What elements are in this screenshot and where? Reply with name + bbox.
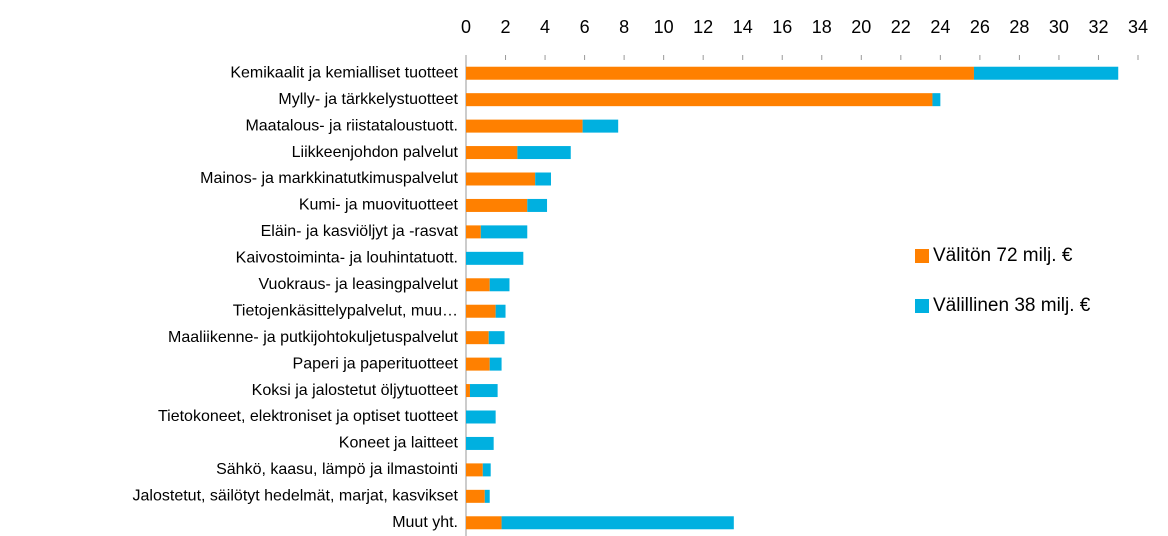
bar <box>488 331 505 345</box>
bar <box>466 251 524 265</box>
y-tick-label: Tietojenkäsittelypalvelut, muu… <box>233 302 458 319</box>
bar <box>466 331 489 345</box>
x-tick-label: 34 <box>1128 17 1148 37</box>
bar <box>466 198 528 212</box>
y-tick-label: Kemikaalit ja kemialliset tuotteet <box>230 64 458 81</box>
x-tick-label: 4 <box>540 17 550 37</box>
bar <box>466 172 536 186</box>
bar <box>973 66 1119 80</box>
bar <box>535 172 551 186</box>
x-tick-label: 0 <box>461 17 471 37</box>
bar <box>932 93 941 107</box>
bar <box>466 489 485 503</box>
y-tick-label: Mylly- ja tärkkelystuotteet <box>278 91 458 108</box>
y-tick-label: Kaivostoiminta- ja louhintatuott. <box>236 250 458 267</box>
legend-label: Välitön 72 milj. € <box>933 245 1073 266</box>
y-tick-label: Kumi- ja muovituotteet <box>299 197 459 214</box>
x-tick-label: 8 <box>619 17 629 37</box>
y-tick-label: Vuokraus- ja leasingpalvelut <box>258 276 458 293</box>
bar <box>466 119 583 133</box>
y-tick-label: Sähkö, kaasu, lämpö ja ilmastointi <box>216 461 458 478</box>
bar <box>489 357 502 371</box>
bar <box>489 278 510 292</box>
x-tick-label: 14 <box>733 17 753 37</box>
bar <box>466 516 502 530</box>
bar <box>466 463 483 477</box>
x-tick-label: 24 <box>930 17 950 37</box>
bar <box>466 93 933 107</box>
bar <box>482 463 491 477</box>
bar <box>466 225 481 239</box>
bar <box>466 384 470 398</box>
y-tick-label: Maaliikenne- ja putkijohtokuljetuspalvel… <box>168 329 459 346</box>
x-tick-label: 6 <box>580 17 590 37</box>
x-tick-label: 12 <box>693 17 713 37</box>
legend-label: Välillinen 38 milj. € <box>933 295 1091 316</box>
x-tick-label: 22 <box>891 17 911 37</box>
bar <box>582 119 619 133</box>
y-tick-label: Eläin- ja kasviöljyt ja -rasvat <box>261 223 459 240</box>
x-tick-label: 26 <box>970 17 990 37</box>
y-tick-label: Maatalous- ja riistataloustuott. <box>245 117 458 134</box>
bar <box>466 66 974 80</box>
x-tick-label: 16 <box>772 17 792 37</box>
y-tick-label: Tietokoneet, elektroniset ja optiset tuo… <box>158 408 459 425</box>
y-tick-label: Koneet ja laitteet <box>339 435 459 452</box>
bar <box>484 489 490 503</box>
x-tick-label: 10 <box>654 17 674 37</box>
y-tick-label: Muut yht. <box>392 514 458 531</box>
bar <box>501 516 734 530</box>
bar <box>466 410 496 424</box>
y-tick-label: Liikkeenjohdon palvelut <box>292 144 459 161</box>
y-tick-label: Paperi ja paperituotteet <box>293 355 459 372</box>
bar <box>469 384 498 398</box>
bar <box>466 357 490 371</box>
x-tick-label: 20 <box>851 17 871 37</box>
y-tick-label: Mainos- ja markkinatutkimuspalvelut <box>200 170 458 187</box>
legend-swatch <box>915 299 929 313</box>
x-tick-label: 28 <box>1009 17 1029 37</box>
bar <box>466 436 494 450</box>
bar <box>466 278 490 292</box>
bar <box>517 146 571 160</box>
bar <box>466 146 518 160</box>
x-tick-label: 32 <box>1088 17 1108 37</box>
bar <box>466 304 496 318</box>
y-tick-label: Jalostetut, säilötyt hedelmät, marjat, k… <box>133 488 459 505</box>
bar <box>495 304 506 318</box>
bar <box>527 198 548 212</box>
x-tick-label: 30 <box>1049 17 1069 37</box>
legend-swatch <box>915 249 929 263</box>
bar <box>480 225 528 239</box>
x-tick-label: 18 <box>812 17 832 37</box>
y-tick-label: Koksi ja jalostetut öljytuotteet <box>252 382 459 399</box>
x-tick-label: 2 <box>501 17 511 37</box>
